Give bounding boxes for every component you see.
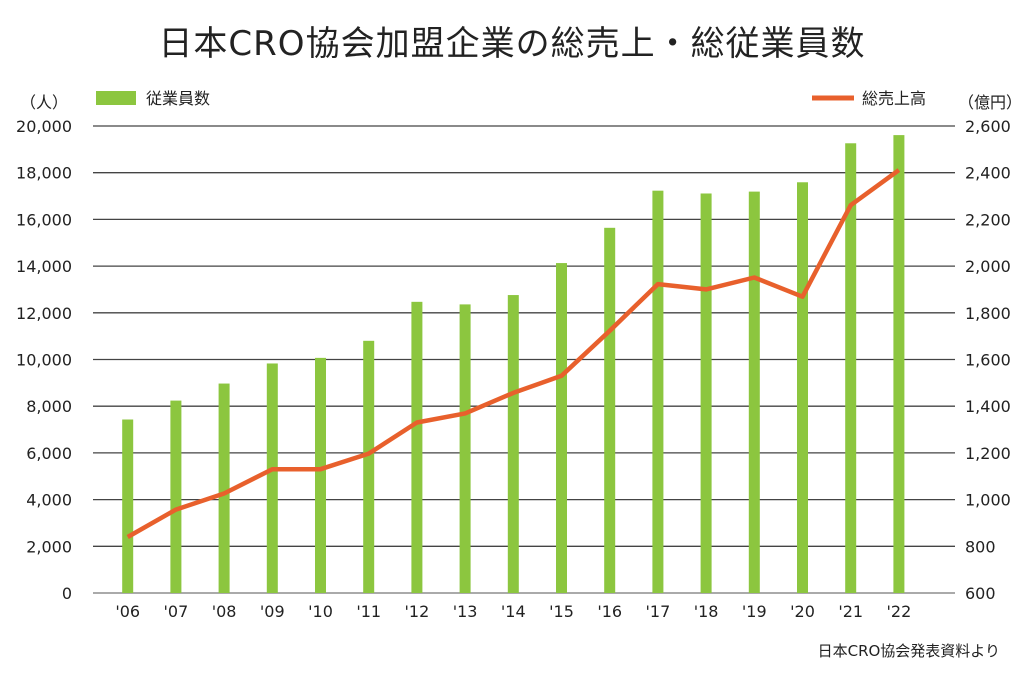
left-tick-label: 16,000 bbox=[16, 210, 72, 229]
right-tick-label: 1,200 bbox=[965, 444, 1011, 463]
x-tick-label: '11 bbox=[356, 602, 381, 621]
bar-22 bbox=[893, 135, 904, 593]
left-axis-unit: （人） bbox=[20, 93, 68, 112]
x-tick-label: '13 bbox=[453, 602, 478, 621]
x-tick-label: '16 bbox=[597, 602, 622, 621]
bar-20 bbox=[797, 182, 808, 593]
x-tick-label: '15 bbox=[549, 602, 574, 621]
x-tick-label: '14 bbox=[501, 602, 526, 621]
x-tick-label: '19 bbox=[742, 602, 767, 621]
right-tick-label: 1,400 bbox=[965, 397, 1011, 416]
right-tick-label: 600 bbox=[965, 584, 996, 603]
bar-19 bbox=[749, 192, 760, 593]
x-tick-label: '10 bbox=[308, 602, 333, 621]
bar-07 bbox=[170, 401, 181, 593]
bar-14 bbox=[508, 295, 519, 593]
left-tick-label: 6,000 bbox=[26, 444, 72, 463]
x-tick-label: '08 bbox=[212, 602, 237, 621]
x-tick-label: '21 bbox=[838, 602, 863, 621]
x-tick-label: '06 bbox=[115, 602, 140, 621]
x-tick-label: '22 bbox=[887, 602, 912, 621]
right-tick-label: 2,400 bbox=[965, 164, 1011, 183]
x-tick-label: '09 bbox=[260, 602, 285, 621]
x-tick-label: '18 bbox=[694, 602, 719, 621]
right-tick-label: 2,200 bbox=[965, 210, 1011, 229]
left-tick-label: 8,000 bbox=[26, 397, 72, 416]
bar-10 bbox=[315, 358, 326, 593]
right-tick-label: 2,600 bbox=[965, 117, 1011, 136]
left-tick-label: 14,000 bbox=[16, 257, 72, 276]
legend-bar-label: 従業員数 bbox=[146, 89, 210, 108]
right-axis-unit: （億円） bbox=[958, 93, 1022, 112]
bar-13 bbox=[460, 304, 471, 593]
left-tick-label: 18,000 bbox=[16, 164, 72, 183]
legend-line-label: 総売上高 bbox=[862, 89, 926, 108]
x-tick-label: '12 bbox=[405, 602, 430, 621]
x-tick-label: '07 bbox=[164, 602, 189, 621]
x-tick-label: '17 bbox=[646, 602, 671, 621]
left-tick-label: 10,000 bbox=[16, 351, 72, 370]
right-tick-label: 2,000 bbox=[965, 257, 1011, 276]
x-tick-label: '20 bbox=[790, 602, 815, 621]
bar-12 bbox=[411, 302, 422, 593]
left-tick-label: 4,000 bbox=[26, 491, 72, 510]
right-tick-label: 1,000 bbox=[965, 491, 1011, 510]
bar-18 bbox=[701, 193, 712, 593]
bar-08 bbox=[219, 384, 230, 593]
bar-16 bbox=[604, 228, 615, 593]
left-tick-label: 12,000 bbox=[16, 304, 72, 323]
left-tick-label: 0 bbox=[62, 584, 72, 603]
bar-17 bbox=[652, 191, 663, 593]
right-tick-label: 1,800 bbox=[965, 304, 1011, 323]
bar-06 bbox=[122, 420, 133, 593]
legend-bar-swatch bbox=[96, 91, 136, 105]
left-tick-label: 20,000 bbox=[16, 117, 72, 136]
left-tick-label: 2,000 bbox=[26, 537, 72, 556]
bar-09 bbox=[267, 363, 278, 593]
source-note: 日本CRO協会発表資料より bbox=[818, 642, 1000, 660]
bar-11 bbox=[363, 341, 374, 593]
right-tick-label: 1,600 bbox=[965, 351, 1011, 370]
right-tick-label: 800 bbox=[965, 537, 996, 556]
chart-title: 日本CRO協会加盟企業の総売上・総従業員数 bbox=[158, 24, 865, 64]
bar-15 bbox=[556, 263, 567, 593]
